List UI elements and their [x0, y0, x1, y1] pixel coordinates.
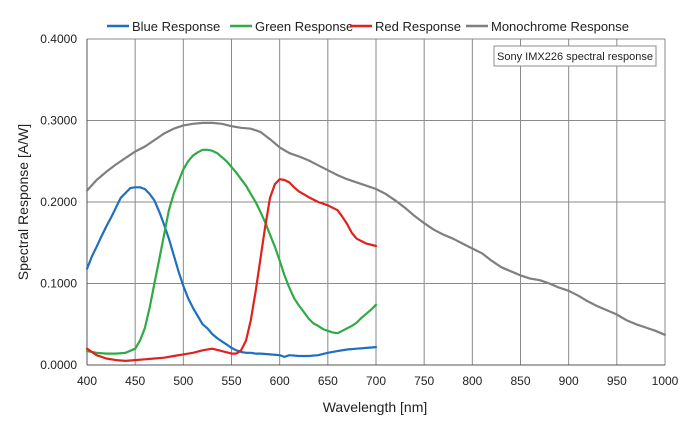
y-axis-label: Spectral Response [A/W] — [15, 124, 31, 280]
grid — [86, 38, 666, 366]
x-tick-label: 850 — [510, 374, 530, 388]
legend-label-green-response: Green Response — [255, 19, 353, 34]
series-lines — [85, 121, 667, 362]
y-tick-label: 0.2000 — [40, 195, 77, 209]
legend-label-monochrome-response: Monochrome Response — [491, 19, 629, 34]
annotation-box: Sony IMX226 spectral response — [493, 45, 657, 67]
x-tick-label: 800 — [462, 374, 482, 388]
x-tick-label: 700 — [366, 374, 386, 388]
x-tick-label: 950 — [607, 374, 627, 388]
x-tick-label: 600 — [270, 374, 290, 388]
x-axis-label: Wavelength [nm] — [323, 399, 428, 415]
y-tick-label: 0.1000 — [40, 277, 77, 291]
x-tick-label: 500 — [173, 374, 193, 388]
x-tick-label: 650 — [318, 374, 338, 388]
x-tick-label: 900 — [559, 374, 579, 388]
legend-label-blue-response: Blue Response — [132, 19, 220, 34]
series-line-green-response — [85, 148, 378, 355]
x-tick-label: 750 — [414, 374, 434, 388]
x-tick-label: 450 — [125, 374, 145, 388]
y-tick-label: 0.3000 — [40, 114, 77, 128]
series-line-red-response — [85, 178, 378, 362]
series-line-blue-response — [85, 186, 378, 358]
x-tick-label: 1000 — [652, 374, 679, 388]
x-tick-label: 550 — [221, 374, 241, 388]
legend-label-red-response: Red Response — [375, 19, 461, 34]
series-line-monochrome-response — [85, 121, 667, 336]
annotation-text: Sony IMX226 spectral response — [497, 51, 653, 63]
axes: 400 450 500 550 600 650 700 750 800 850 900 950 1000… — [40, 32, 678, 388]
y-tick-label: 0.4000 — [40, 32, 77, 46]
y-tick-label: 0.0000 — [40, 358, 77, 372]
legend: Blue Response Green Response Red Response M… — [107, 19, 629, 34]
x-tick-label: 400 — [77, 374, 97, 388]
